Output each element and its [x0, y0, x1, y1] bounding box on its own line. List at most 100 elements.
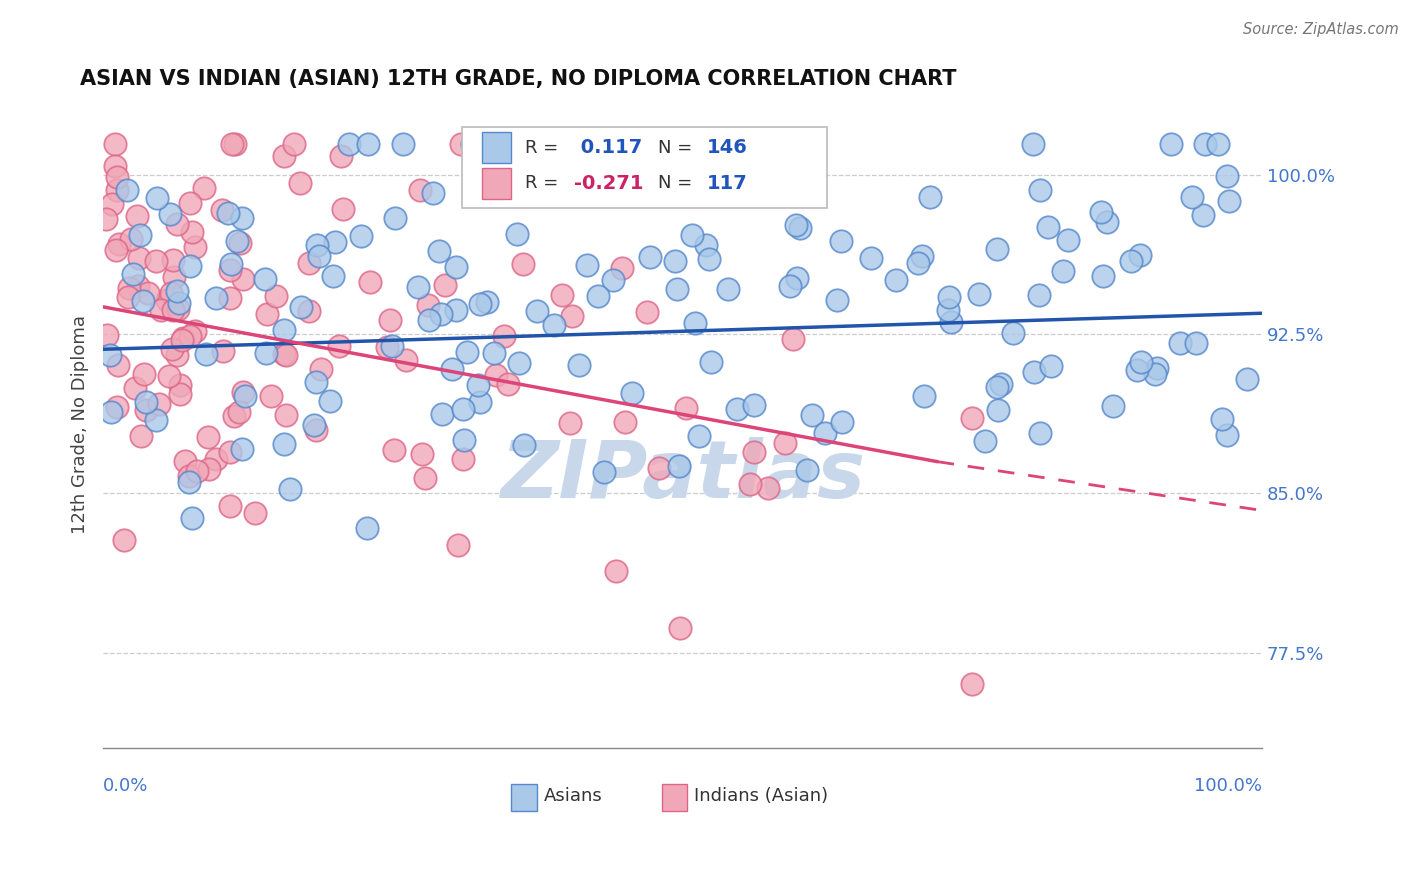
Point — [640, 250, 662, 264]
Point — [468, 394, 491, 409]
Point — [1181, 190, 1204, 204]
Point — [127, 279, 149, 293]
Point — [349, 228, 371, 243]
Text: ZIPatlas: ZIPatlas — [501, 437, 865, 516]
Point — [967, 286, 990, 301]
Point — [148, 397, 170, 411]
Point — [146, 191, 169, 205]
Point — [786, 270, 808, 285]
Point — [253, 272, 276, 286]
Point — [669, 621, 692, 635]
Point — [409, 183, 432, 197]
Point — [560, 417, 582, 431]
Point — [115, 183, 138, 197]
Point — [98, 348, 121, 362]
Point — [496, 376, 519, 391]
Point — [104, 136, 127, 151]
FancyBboxPatch shape — [662, 783, 688, 811]
FancyBboxPatch shape — [463, 127, 827, 208]
Point — [198, 462, 221, 476]
Point — [1056, 233, 1078, 247]
Point — [422, 186, 444, 200]
Text: Indians (Asian): Indians (Asian) — [695, 788, 828, 805]
Point — [513, 438, 536, 452]
Point — [468, 297, 491, 311]
Point — [1121, 253, 1143, 268]
Point — [960, 411, 983, 425]
Point — [273, 149, 295, 163]
Point — [411, 447, 433, 461]
Point — [166, 217, 188, 231]
Point — [612, 260, 634, 275]
Point — [987, 402, 1010, 417]
Point — [1146, 361, 1168, 376]
Point — [128, 227, 150, 242]
Point — [1216, 428, 1239, 442]
Point — [211, 203, 233, 218]
Point — [592, 465, 614, 479]
Text: 0.117: 0.117 — [574, 138, 643, 157]
Point — [675, 401, 697, 416]
Point — [1024, 365, 1046, 379]
Point — [516, 153, 538, 168]
Text: R =: R = — [524, 174, 564, 193]
Point — [427, 244, 450, 259]
Point — [322, 268, 344, 283]
Point — [681, 228, 703, 243]
Point — [94, 212, 117, 227]
Point — [309, 362, 332, 376]
Point — [664, 253, 686, 268]
Point — [337, 136, 360, 151]
Point — [233, 389, 256, 403]
Point — [305, 423, 328, 437]
Point — [273, 322, 295, 336]
Point — [1129, 248, 1152, 262]
Point — [785, 219, 807, 233]
Point — [229, 236, 252, 251]
Text: N =: N = — [658, 139, 699, 157]
Point — [613, 416, 636, 430]
Point — [738, 477, 761, 491]
Point — [121, 267, 143, 281]
Point — [648, 461, 671, 475]
Point — [395, 353, 418, 368]
Point — [602, 273, 624, 287]
Point — [1208, 136, 1230, 151]
Point — [543, 154, 565, 169]
Point — [973, 434, 995, 448]
Point — [273, 346, 295, 360]
Point — [700, 355, 723, 369]
Point — [796, 463, 818, 477]
Point — [183, 240, 205, 254]
Point — [157, 369, 180, 384]
Point — [290, 176, 312, 190]
Point — [460, 136, 482, 151]
Point — [918, 190, 941, 204]
Point — [416, 298, 439, 312]
Point — [568, 358, 591, 372]
Point — [1028, 288, 1050, 302]
Point — [120, 232, 142, 246]
Point — [167, 301, 190, 316]
Point — [254, 346, 277, 360]
Point — [156, 293, 179, 307]
Point — [162, 303, 184, 318]
Point — [359, 275, 381, 289]
Text: 100.0%: 100.0% — [1194, 777, 1263, 795]
Point — [221, 136, 243, 151]
Point — [298, 304, 321, 318]
Point — [575, 258, 598, 272]
Point — [1092, 268, 1115, 283]
FancyBboxPatch shape — [510, 783, 537, 811]
Point — [186, 464, 208, 478]
Point — [1036, 220, 1059, 235]
Point — [508, 356, 530, 370]
Point — [160, 285, 183, 300]
Point — [212, 343, 235, 358]
Point — [184, 324, 207, 338]
Point — [136, 285, 159, 300]
Point — [986, 243, 1008, 257]
Point — [219, 262, 242, 277]
Point — [756, 481, 779, 495]
Point — [172, 331, 194, 345]
